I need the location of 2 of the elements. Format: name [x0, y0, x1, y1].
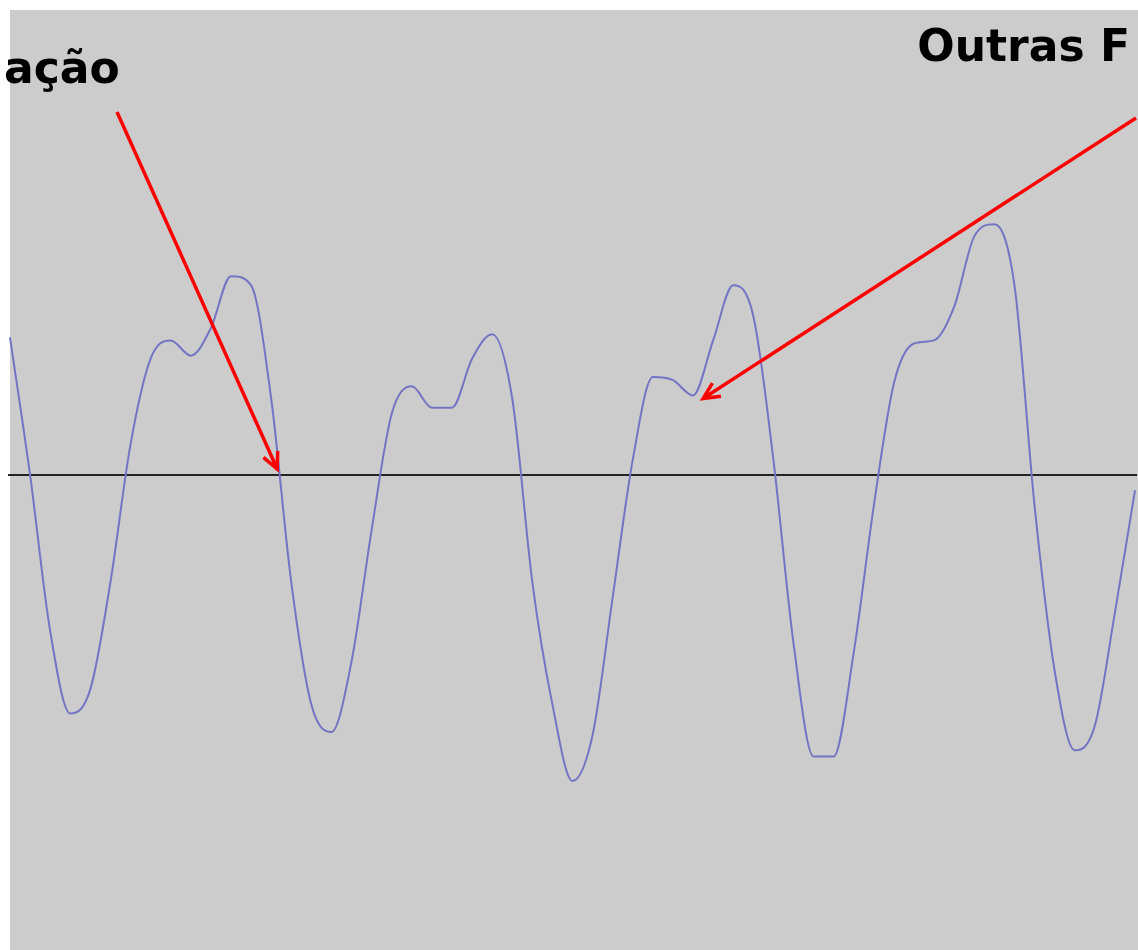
text: Outras F [917, 20, 1130, 71]
text: ação [4, 42, 120, 93]
